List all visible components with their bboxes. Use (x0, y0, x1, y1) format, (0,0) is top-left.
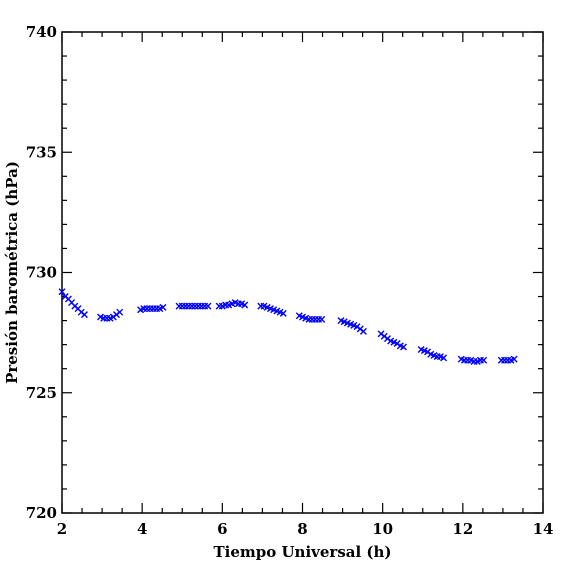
data-point (116, 308, 124, 316)
data-points (58, 288, 518, 365)
data-point (504, 356, 512, 364)
data-point (143, 305, 151, 313)
y-tick-labels: 720 725 730 735 740 (26, 23, 57, 522)
data-point (311, 315, 319, 323)
data-point (188, 302, 196, 310)
data-point (241, 301, 249, 309)
data-point (510, 355, 518, 363)
data-point (201, 302, 209, 310)
y-axis-title: Presión barométrica (hPa) (3, 161, 21, 384)
data-point (197, 302, 205, 310)
y-tick-label: 725 (26, 384, 57, 402)
data-point (146, 305, 154, 313)
data-point (279, 309, 287, 317)
data-point (181, 302, 189, 310)
data-point (464, 356, 472, 364)
data-point (315, 315, 323, 323)
data-point (191, 302, 199, 310)
data-point (159, 303, 167, 311)
data-point (58, 288, 66, 296)
y-tick-label: 740 (26, 23, 57, 41)
x-tick-label: 6 (217, 520, 227, 538)
data-point (359, 327, 367, 335)
data-point (204, 302, 212, 310)
x-tick-label: 8 (297, 520, 307, 538)
x-tick-label: 10 (372, 520, 393, 538)
y-tick-label: 720 (26, 504, 57, 522)
y-tick-label: 735 (26, 143, 57, 161)
data-point (178, 302, 186, 310)
data-point (480, 356, 488, 364)
data-point (318, 315, 326, 323)
x-tick-labels: 2 4 6 8 10 12 14 (57, 520, 554, 538)
data-point (185, 302, 193, 310)
x-tick-label: 2 (57, 520, 67, 538)
plot-frame (61, 31, 544, 514)
data-point (103, 314, 111, 322)
data-point (194, 302, 202, 310)
data-point (175, 302, 183, 310)
data-point (501, 356, 509, 364)
x-tick-label: 4 (137, 520, 147, 538)
tick-marks (61, 31, 544, 514)
x-tick-label: 14 (533, 520, 554, 538)
data-point (80, 311, 88, 319)
y-tick-label: 730 (26, 264, 57, 282)
data-point (308, 315, 316, 323)
data-point (440, 354, 448, 362)
data-point (257, 302, 265, 310)
data-point (149, 305, 157, 313)
x-tick-label: 12 (452, 520, 473, 538)
data-point (215, 302, 223, 310)
data-point (400, 343, 408, 351)
data-point (153, 305, 161, 313)
x-axis-title: Tiempo Universal (h) (213, 543, 391, 561)
data-point (497, 356, 505, 364)
